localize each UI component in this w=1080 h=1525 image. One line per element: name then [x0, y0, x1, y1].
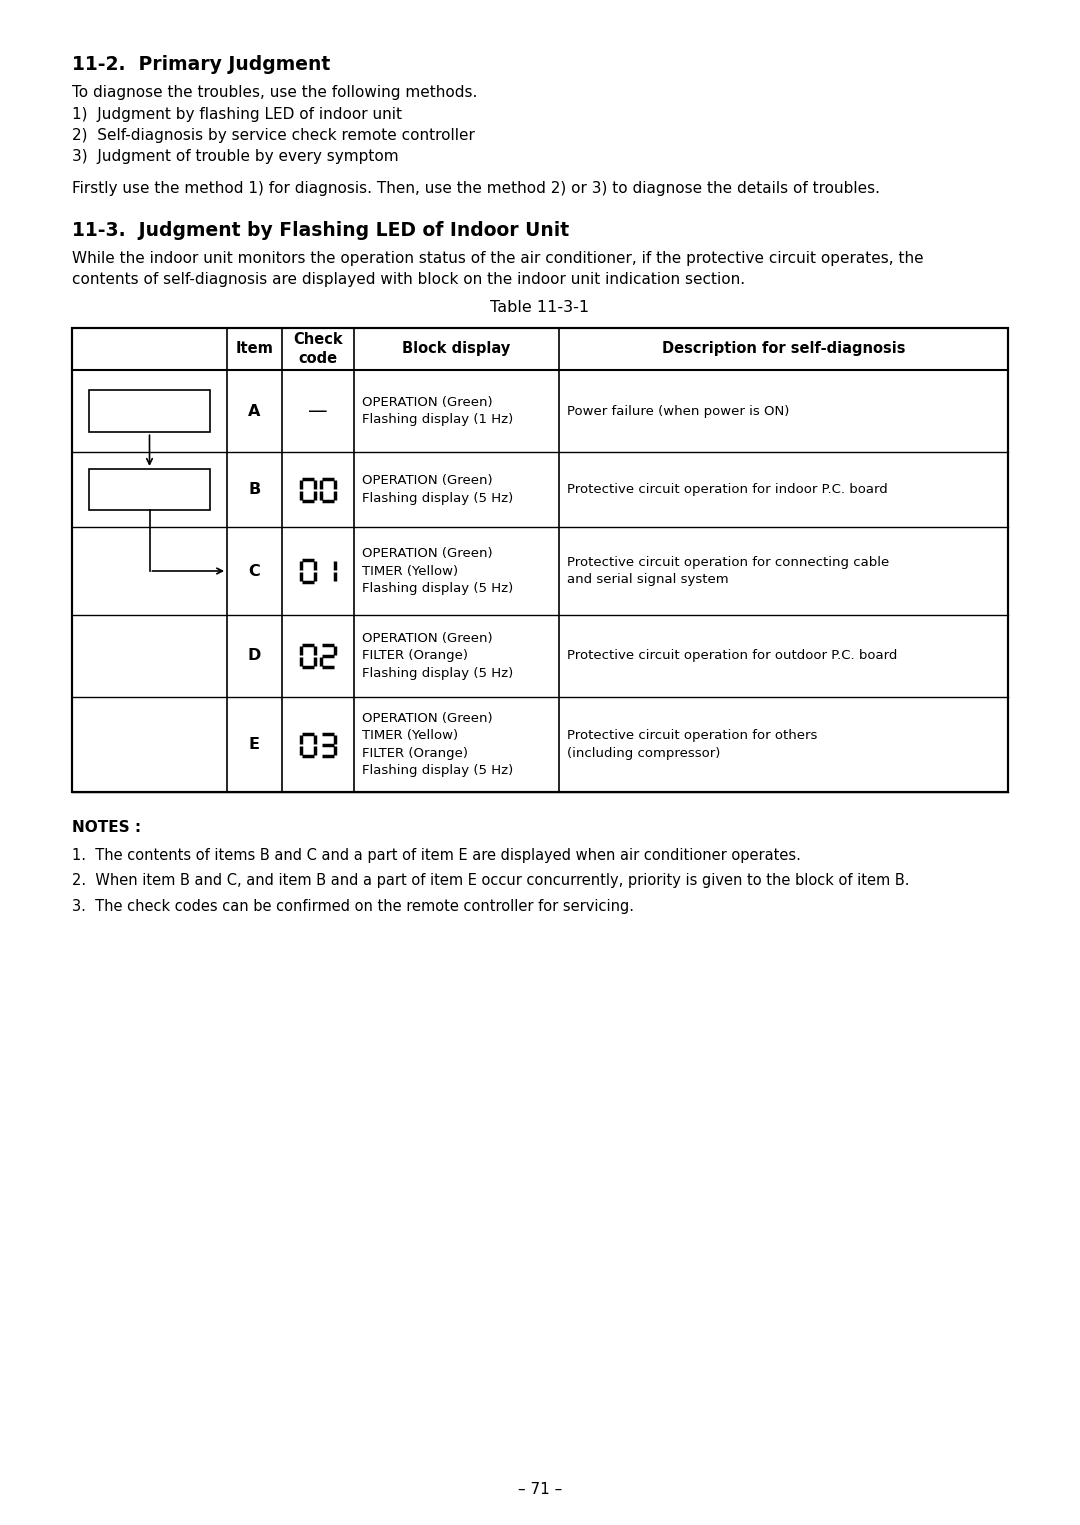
Text: 2)  Self-diagnosis by service check remote controller: 2) Self-diagnosis by service check remot… [72, 128, 475, 143]
Text: Protective circuit operation for indoor P.C. board: Protective circuit operation for indoor … [567, 483, 888, 496]
Text: contents of self-diagnosis are displayed with block on the indoor unit indicatio: contents of self-diagnosis are displayed… [72, 271, 745, 287]
Bar [72, 328, 1008, 791]
Text: Which lamp
does flash?: Which lamp does flash? [114, 474, 185, 503]
Bar [72, 328, 1008, 791]
Text: Protective circuit operation for others
(including compressor): Protective circuit operation for others … [567, 729, 818, 759]
Text: OPERATION (Green)
Flashing display (1 Hz): OPERATION (Green) Flashing display (1 Hz… [362, 396, 513, 427]
Text: OPERATION (Green)
TIMER (Yellow)
FILTER (Orange)
Flashing display (5 Hz): OPERATION (Green) TIMER (Yellow) FILTER … [362, 712, 513, 778]
Text: Protective circuit operation for outdoor P.C. board: Protective circuit operation for outdoor… [567, 650, 897, 662]
Text: Description for self-diagnosis: Description for self-diagnosis [662, 342, 905, 357]
Text: E: E [249, 737, 260, 752]
Text: NOTES :: NOTES : [72, 820, 141, 836]
Text: B: B [248, 482, 260, 497]
Text: Block display: Block display [403, 342, 511, 357]
Bar [89, 390, 210, 432]
Text: 1)  Judgment by flashing LED of indoor unit: 1) Judgment by flashing LED of indoor un… [72, 107, 402, 122]
Text: 3.  The check codes can be confirmed on the remote controller for servicing.: 3. The check codes can be confirmed on t… [72, 900, 634, 913]
Text: OPERATION (Green)
TIMER (Yellow)
Flashing display (5 Hz): OPERATION (Green) TIMER (Yellow) Flashin… [362, 547, 513, 595]
Text: Item: Item [235, 342, 273, 357]
Text: Firstly use the method 1) for diagnosis. Then, use the method 2) or 3) to diagno: Firstly use the method 1) for diagnosis.… [72, 181, 880, 197]
Text: To diagnose the troubles, use the following methods.: To diagnose the troubles, use the follow… [72, 85, 477, 101]
Bar [89, 468, 210, 511]
Text: D: D [247, 648, 261, 663]
Text: 3)  Judgment of trouble by every symptom: 3) Judgment of trouble by every symptom [72, 149, 399, 165]
Text: Protective circuit operation for connecting cable
and serial signal system: Protective circuit operation for connect… [567, 555, 889, 586]
Text: While the indoor unit monitors the operation status of the air conditioner, if t: While the indoor unit monitors the opera… [72, 250, 923, 265]
Text: OPERATION (Green)
FILTER (Orange)
Flashing display (5 Hz): OPERATION (Green) FILTER (Orange) Flashi… [362, 631, 513, 680]
Text: – 71 –: – 71 – [518, 1482, 562, 1498]
Text: 11-3.  Judgment by Flashing LED of Indoor Unit: 11-3. Judgment by Flashing LED of Indoor… [72, 221, 569, 239]
Text: C: C [248, 564, 260, 578]
Text: Table 11-3-1: Table 11-3-1 [490, 300, 590, 316]
Text: Power failure (when power is ON): Power failure (when power is ON) [567, 404, 789, 418]
Text: —: — [308, 401, 328, 421]
Text: A: A [248, 404, 260, 418]
Text: OPERATION (Green)
Flashing display (5 Hz): OPERATION (Green) Flashing display (5 Hz… [362, 474, 513, 505]
Text: Indoor indication
lamp flashes.: Indoor indication lamp flashes. [99, 396, 199, 425]
Text: 2.  When item B and C, and item B and a part of item E occur concurrently, prior: 2. When item B and C, and item B and a p… [72, 874, 909, 889]
Text: Check
code: Check code [293, 332, 342, 366]
Text: 1.  The contents of items B and C and a part of item E are displayed when air co: 1. The contents of items B and C and a p… [72, 848, 801, 863]
Text: 11-2.  Primary Judgment: 11-2. Primary Judgment [72, 55, 330, 75]
